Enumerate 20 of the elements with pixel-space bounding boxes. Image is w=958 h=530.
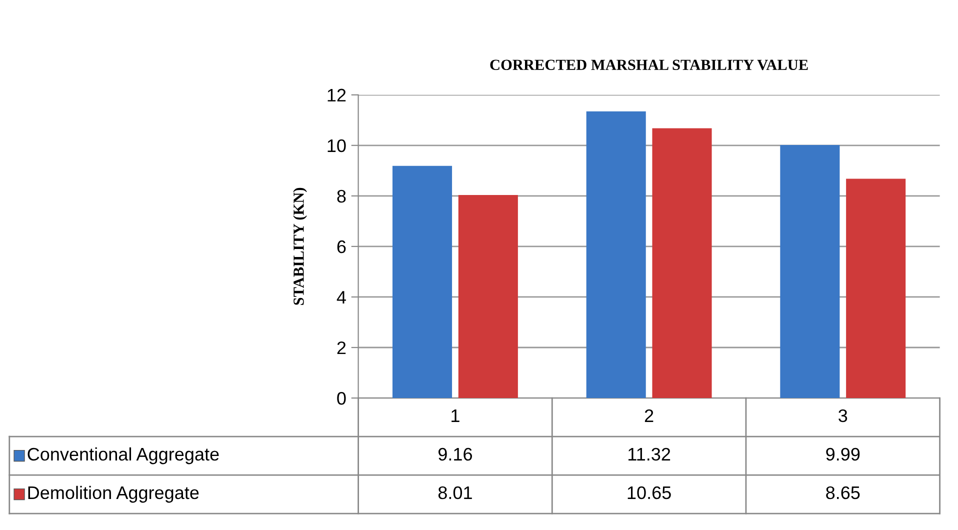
legend-label: Conventional Aggregate	[28, 447, 219, 464]
chart-title: CORRECTED MARSHAL STABILITY VALUE	[490, 60, 808, 70]
data-label: 11.32	[628, 448, 670, 461]
data-label: 9.99	[826, 448, 860, 461]
x-tick-label: 3	[838, 409, 848, 422]
y-axis-title: STABILITY (KN)	[293, 188, 307, 305]
y-tick-label: 6	[337, 240, 346, 254]
y-tick-label: 0	[337, 392, 346, 405]
y-tick-label: 4	[336, 291, 346, 304]
data-label: 8.01	[438, 486, 472, 500]
x-tick-label: 2	[644, 409, 654, 422]
y-tick-label: 2	[337, 341, 346, 354]
legend-label: Demolition Aggregate	[28, 486, 199, 503]
y-tick-label: 10	[328, 139, 346, 152]
y-tick-label: 12	[328, 88, 346, 102]
data-label: 9.16	[438, 448, 472, 461]
data-label: 10.65	[628, 486, 671, 500]
data-label: 8.65	[826, 486, 860, 500]
x-tick-label: 1	[452, 410, 460, 422]
y-tick-label: 8	[337, 190, 346, 203]
